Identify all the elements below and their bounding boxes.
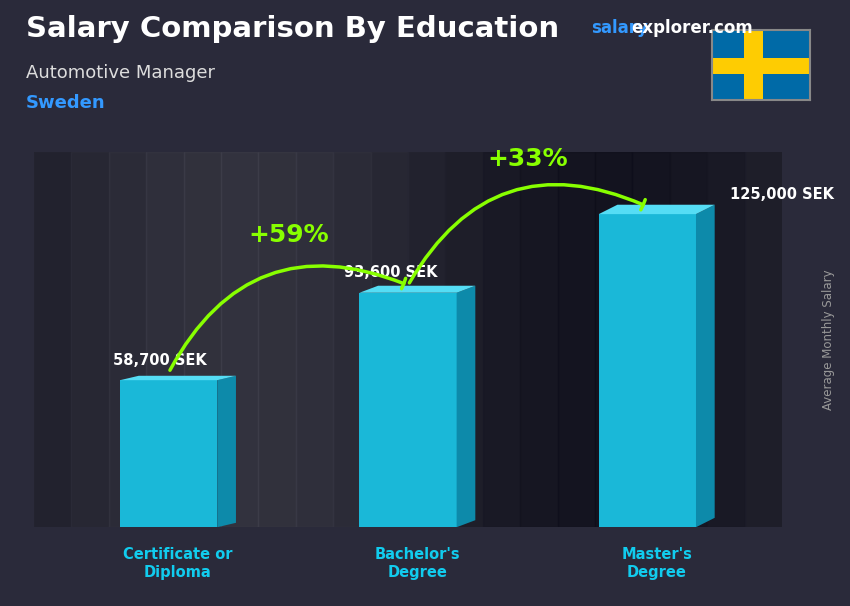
Text: explorer.com: explorer.com xyxy=(632,19,753,38)
Text: Automotive Manager: Automotive Manager xyxy=(26,64,214,82)
Text: salary: salary xyxy=(591,19,648,38)
Text: +59%: +59% xyxy=(248,224,329,247)
Polygon shape xyxy=(360,286,475,293)
Bar xyxy=(632,152,670,527)
Bar xyxy=(71,152,109,527)
Polygon shape xyxy=(456,286,475,527)
Bar xyxy=(360,293,456,527)
Bar xyxy=(258,152,296,527)
Bar xyxy=(558,152,595,527)
Text: Bachelor's
Degree: Bachelor's Degree xyxy=(375,547,460,580)
Bar xyxy=(120,380,218,527)
Bar xyxy=(34,152,71,527)
Polygon shape xyxy=(598,205,715,214)
Bar xyxy=(184,152,221,527)
Polygon shape xyxy=(120,376,236,380)
Text: 125,000 SEK: 125,000 SEK xyxy=(729,187,834,202)
Text: Sweden: Sweden xyxy=(26,94,105,112)
Bar xyxy=(371,152,408,527)
Text: Salary Comparison By Education: Salary Comparison By Education xyxy=(26,15,558,43)
Bar xyxy=(408,152,445,527)
Bar xyxy=(445,152,483,527)
Bar xyxy=(483,152,520,527)
Text: Average Monthly Salary: Average Monthly Salary xyxy=(822,269,836,410)
Bar xyxy=(520,152,558,527)
Bar xyxy=(712,58,810,73)
Bar xyxy=(745,152,782,527)
Text: Master's
Degree: Master's Degree xyxy=(621,547,692,580)
Bar xyxy=(670,152,707,527)
Polygon shape xyxy=(218,376,236,527)
Bar xyxy=(707,152,745,527)
Bar xyxy=(598,214,696,527)
Bar xyxy=(296,152,333,527)
Bar xyxy=(744,30,763,100)
Text: +33%: +33% xyxy=(487,147,568,171)
Text: Certificate or
Diploma: Certificate or Diploma xyxy=(123,547,233,580)
Bar xyxy=(109,152,146,527)
Text: 58,700 SEK: 58,700 SEK xyxy=(112,353,207,368)
Text: 93,600 SEK: 93,600 SEK xyxy=(344,265,438,280)
Bar xyxy=(146,152,184,527)
Polygon shape xyxy=(696,205,715,527)
Bar xyxy=(595,152,632,527)
Bar xyxy=(333,152,371,527)
Bar xyxy=(221,152,258,527)
